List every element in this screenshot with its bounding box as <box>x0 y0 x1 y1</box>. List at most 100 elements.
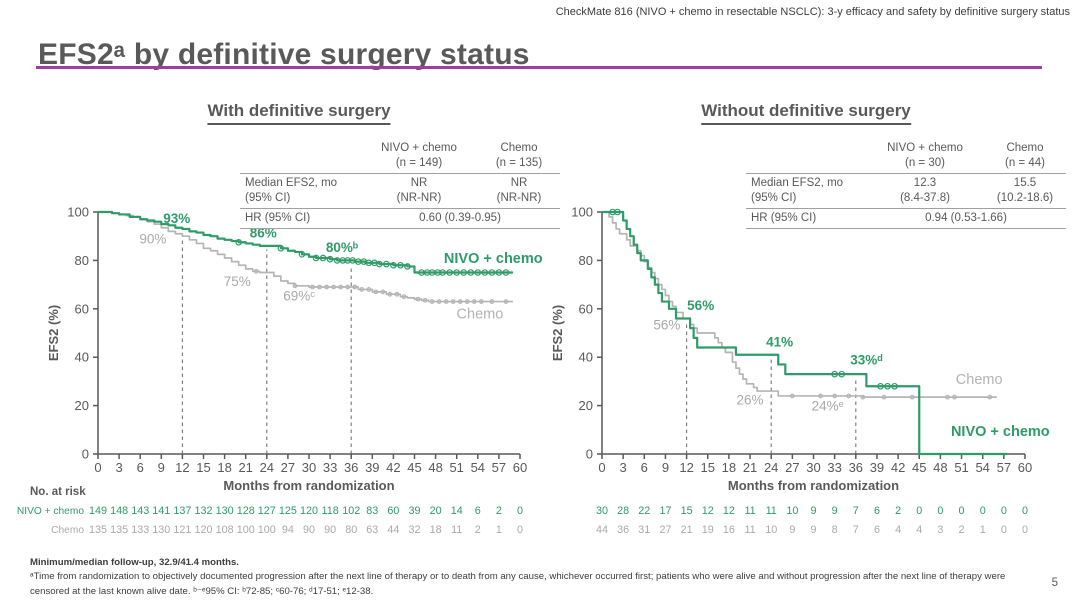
footnote-definitions: ᵃTime from randomization to objectively … <box>30 571 1006 597</box>
risk-value: 9 <box>832 505 838 517</box>
risk-value: 15 <box>681 505 693 517</box>
annotations: 56% 56% 41% 33%ᵈ 26% 24%ᵉ Chemo NIVO + chemo <box>653 298 1049 440</box>
risk-value: 9 <box>810 505 816 517</box>
risk-value: 11 <box>744 505 755 517</box>
risk-value: 6 <box>874 524 880 536</box>
x-axis-label: Months from randomization <box>728 478 899 493</box>
x-tick-label: 27 <box>785 460 799 475</box>
x-tick-label: 48 <box>428 460 442 475</box>
risk-value: 39 <box>408 505 420 517</box>
y-tick-label: 0 <box>586 447 593 462</box>
risk-value: 21 <box>681 524 693 536</box>
risk-value: 1 <box>496 524 502 536</box>
panel-title-without-surgery: Without definitive surgery <box>701 101 911 125</box>
risk-value: 120 <box>300 505 318 517</box>
annotation: 90% <box>139 231 166 246</box>
x-tick-label: 48 <box>933 460 947 475</box>
x-tick-label: 30 <box>302 460 316 475</box>
risk-value: 90 <box>303 524 315 536</box>
risk-value: 94 <box>282 524 294 536</box>
stats-cell-median-chemo: 15.5 (10.2-18.6) <box>984 173 1066 209</box>
x-tick-label: 60 <box>513 460 527 475</box>
risk-table: 30 28 22 17 15 12 12 11 11 10 9 9 7 6 2 0 0 0 0 0 044 36 31 27 2… <box>596 505 1028 536</box>
annotation: 80%ᵇ <box>326 240 358 255</box>
risk-row-label: Chemo <box>51 525 84 536</box>
risk-value: 0 <box>517 505 523 517</box>
y-tick-label: 100 <box>571 205 593 220</box>
annotation: 56% <box>653 317 680 332</box>
stats-col-header-chemo: Chemo (n = 135) <box>478 139 560 174</box>
stats-cell <box>240 139 360 174</box>
stats-cell-hr-value: 0.60 (0.39-0.95) <box>360 208 560 229</box>
risk-value: 10 <box>765 524 777 536</box>
risk-value: 27 <box>659 524 671 536</box>
risk-value: 12 <box>702 505 714 517</box>
risk-value: 135 <box>89 524 107 536</box>
x-tick-label: 30 <box>806 460 820 475</box>
stats-row-label-median: Median EFS2, mo (95% CI) <box>240 173 360 209</box>
annotation: 41% <box>766 334 793 349</box>
footnote-followup: Minimum/median follow-up, 32.9/41.4 mont… <box>30 557 239 568</box>
stats-cell-median-nivo: NR (NR-NR) <box>360 173 478 209</box>
risk-value: 100 <box>258 524 276 536</box>
stats-col-header-nivo: NIVO + chemo (n = 30) <box>866 139 984 174</box>
y-tick-label: 40 <box>579 350 593 365</box>
x-axis-label: Months from randomization <box>223 478 394 493</box>
risk-value: 135 <box>110 524 128 536</box>
x-tick-label: 3 <box>115 460 122 475</box>
y-tick-label: 60 <box>75 301 89 316</box>
risk-value: 0 <box>980 505 986 517</box>
x-tick-label: 0 <box>598 460 605 475</box>
annotation: 93% <box>163 211 190 226</box>
y-tick-label: 20 <box>75 398 89 413</box>
risk-value: 16 <box>723 524 735 536</box>
y-axis-label: EFS2 (%) <box>46 305 61 361</box>
y-tick-label: 80 <box>75 253 89 268</box>
annotation: 56% <box>687 298 714 313</box>
risk-value: 133 <box>131 524 149 536</box>
risk-value: 125 <box>279 505 297 517</box>
risk-value: 0 <box>1001 505 1007 517</box>
x-tick-label: 54 <box>975 460 989 475</box>
title-accent-rule <box>36 66 1042 69</box>
x-tick-label: 60 <box>1018 460 1032 475</box>
x-tick-label: 21 <box>743 460 757 475</box>
x-tick-label: 3 <box>620 460 627 475</box>
risk-value: 0 <box>1001 524 1007 536</box>
x-tick-label: 6 <box>641 460 648 475</box>
risk-value: 22 <box>638 505 650 517</box>
risk-value: 2 <box>895 505 901 517</box>
risk-value: 102 <box>342 505 360 517</box>
x-tick-label: 33 <box>827 460 841 475</box>
x-tick-label: 24 <box>260 460 274 475</box>
risk-value: 127 <box>258 505 276 517</box>
risk-value: 0 <box>916 505 922 517</box>
censor-marks-chemo <box>789 393 993 400</box>
risk-value: 130 <box>152 524 170 536</box>
annotation: Chemo <box>457 306 504 322</box>
stats-col-header-nivo: NIVO + chemo (n = 149) <box>360 139 478 174</box>
annotation: 86% <box>250 225 277 240</box>
risk-value: 9 <box>789 524 795 536</box>
risk-value: 137 <box>173 505 191 517</box>
x-tick-label: 18 <box>217 460 231 475</box>
x-tick-label: 9 <box>158 460 165 475</box>
page-title: EFS2ᵃ by definitive surgery status <box>38 38 530 72</box>
x-tick-label: 6 <box>137 460 144 475</box>
risk-value: 149 <box>89 505 107 517</box>
risk-value: 141 <box>152 505 170 517</box>
x-tick-label: 24 <box>764 460 778 475</box>
risk-value: 7 <box>853 505 859 517</box>
annotation: 24%ᵉ <box>812 398 844 413</box>
y-tick-label: 60 <box>579 301 593 316</box>
x-tick-label: 15 <box>701 460 715 475</box>
x-tick-label: 0 <box>94 460 101 475</box>
x-tick-label: 12 <box>679 460 693 475</box>
stats-table-with-surgery: NIVO + chemo (n = 149) Chemo (n = 135) M… <box>240 139 560 229</box>
slide-context-note: CheckMate 816 (NIVO + chemo in resectabl… <box>555 6 1070 18</box>
x-tick-label: 54 <box>471 460 485 475</box>
risk-value: 0 <box>937 505 943 517</box>
risk-value: 120 <box>194 524 212 536</box>
